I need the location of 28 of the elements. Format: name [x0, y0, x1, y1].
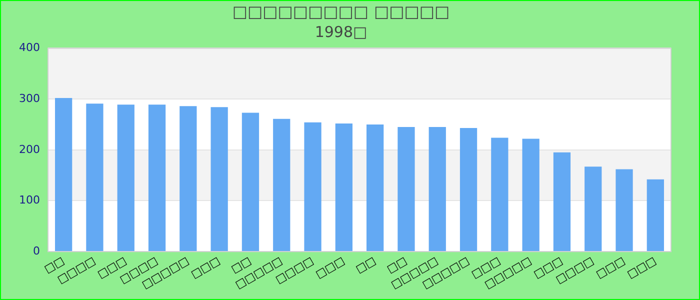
y-tick-label: 300 [18, 92, 40, 105]
bar [398, 127, 415, 252]
bar [616, 169, 633, 252]
bar [522, 138, 540, 252]
bar [148, 104, 166, 252]
bar [646, 179, 664, 252]
y-tick-label: 0 [32, 244, 40, 258]
bar [366, 124, 384, 252]
bar [180, 106, 197, 252]
bar [491, 138, 508, 252]
bar [242, 112, 260, 252]
y-tick-label: 400 [18, 41, 40, 54]
bar [335, 123, 352, 252]
bar [553, 152, 571, 252]
bar [55, 98, 72, 252]
chart-title: □□□□□□□□□ □□□□□ [232, 2, 450, 21]
bar [117, 104, 134, 252]
bar [86, 104, 104, 252]
chart-subtitle: 1998□ [314, 23, 368, 42]
x-tick-label: □□ [353, 254, 378, 276]
y-tick-label: 100 [18, 194, 40, 207]
bar [210, 107, 228, 252]
y-tick-label: 200 [18, 142, 40, 156]
bar [428, 127, 446, 252]
bar [273, 118, 290, 252]
bar [304, 122, 322, 252]
bar [584, 166, 602, 252]
bar [460, 128, 478, 252]
